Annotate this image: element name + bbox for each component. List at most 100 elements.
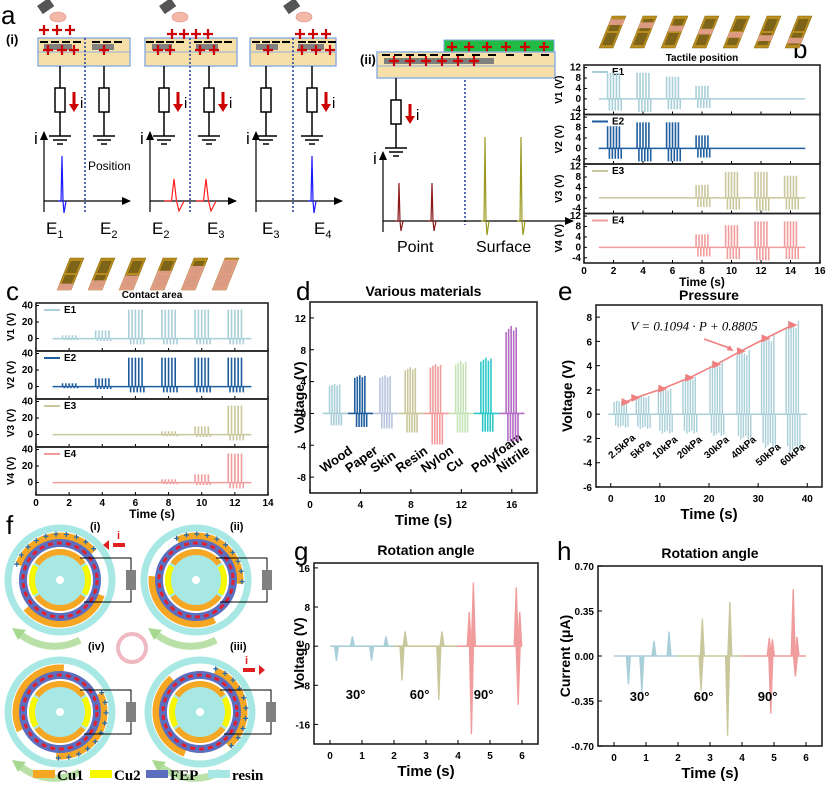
cu1-outer-segment [15,532,97,567]
y-tick-label: -0.70 [571,742,594,753]
signal-spike [466,611,472,647]
current-arrow-head-icon [173,104,183,112]
y-axis-label: V1 (V) [554,76,565,104]
signal-spike [698,655,704,691]
plus-charge-icon [153,45,163,55]
strip-electrode [793,19,809,31]
current-axis-label: i [246,129,250,148]
pressure-label: 40kPa [729,434,759,461]
panel-label-a: a [1,0,16,30]
segment-90deg: 90° [742,589,806,714]
contact-region [667,25,685,32]
state-label: (iv) [88,641,105,653]
plus-charge-icon [65,25,75,35]
signal-spike [666,631,672,657]
sub-label-i: (i) [6,32,18,47]
segment-60deg: 60° [394,631,458,702]
current-peak [395,182,404,232]
sub-label-ii: (ii) [360,52,376,67]
cu2-inner-electrode [81,564,91,596]
electrode [152,44,172,50]
ground-icon [49,135,71,145]
plus-charge-icon [238,568,244,574]
plus-charge-icon [92,739,98,745]
plus-charge-icon [240,725,246,731]
y-tick-label: 8 [575,123,581,134]
y-tick-label: 4 [575,83,581,94]
electrode [196,44,218,50]
x-arrow-icon [334,197,343,205]
y-tick-label: -8 [301,681,310,692]
plus-charge-icon [213,666,219,672]
pressure-label: 50kPa [754,441,784,468]
y-tick-label: 0 [575,94,581,105]
y-tick-label: 0 [27,478,33,489]
state-label: (ii) [230,521,244,533]
contact-region [119,275,139,290]
ground-icon [153,135,175,145]
rotation-arrow-head-icon [12,760,26,772]
x-axis-label: Time (s) [681,765,738,782]
y-tick-label: -0.35 [571,697,594,708]
resistor-icon [203,87,215,113]
fit-marker-icon [621,398,631,407]
current-label: i [229,95,232,112]
y-axis-label: Current (μA) [557,615,573,697]
legend-swatch-resin [208,770,230,778]
pressure-group: 50kPa [754,335,784,469]
strip-electrode [633,33,649,45]
angle-label: 30° [346,687,366,702]
resistor-icon [260,87,272,113]
current-label: i [80,95,83,112]
current-label: i [332,95,335,112]
x-tick-label: 0 [581,266,587,277]
legend-label: E2 [612,117,625,128]
plus-charge-icon [53,531,59,537]
contact-region [638,22,655,29]
sensor-strip-icon [660,15,689,49]
ground-icon [93,135,115,145]
pressure-group: 40kPa [729,349,759,461]
x-tick-label: 5 [771,753,777,764]
y-arrow-icon [146,131,154,140]
panel-label-g: g [294,536,308,566]
cu1-outer-segment [148,575,217,628]
x-tick-label: 2 [391,751,397,762]
fit-marker-icon [761,334,771,343]
segment-90deg: 90° [458,582,523,735]
subplot-1: 40 20 0 V1 (V) E1 [6,300,269,352]
y-tick-label: 8 [575,172,581,183]
sensor-strip-icon [784,15,813,49]
chart-title: Rotation angle [377,542,474,558]
cu1-outer-segment [175,532,244,585]
legend-label: E1 [64,305,77,316]
plus-charge-icon [437,56,447,66]
x-tick-label: 10 [654,494,666,505]
finger-sleeve-icon [283,0,301,15]
finger-sleeve-icon [37,0,55,15]
rotor-state-4 [144,656,276,782]
panel-label-h: h [557,536,571,566]
x-tick-label: 0 [608,494,614,505]
current-peak [308,155,317,214]
plus-charge-icon [63,531,69,537]
cu1-inner-electrode [34,549,86,566]
panel-label-f: f [6,510,14,540]
current-arrow-head-icon [405,116,415,124]
x-axis-label: Time (s) [395,512,452,529]
y-axis-label: Voltage (V) [559,360,575,432]
cu1-outer-segment [12,664,65,733]
cu1-inner-electrode [34,726,86,743]
signal-spike [769,639,776,657]
signal-spike [349,636,356,647]
y-tick-label: 8 [304,603,310,614]
state-label: (i) [90,521,101,533]
shaft-hole [56,708,64,716]
fingertip-icon [171,11,189,23]
load-resistor-icon [126,570,136,590]
subplot-3: 40 20 0 V3 (V) E3 [6,396,269,448]
plus-charge-icon [52,25,62,35]
y-tick-label: -4 [572,203,581,214]
y-tick-label: 0 [27,382,33,393]
